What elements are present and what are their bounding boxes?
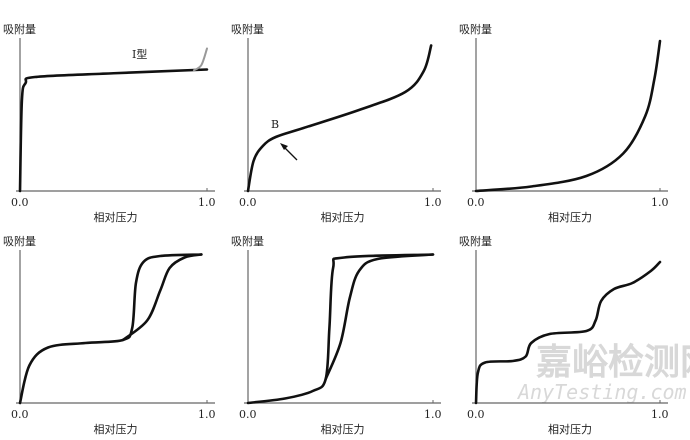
x-tick-label: 0.0 bbox=[239, 408, 257, 421]
isotherm-panel-2: 吸附量 0.0 1.0 相对压力 B bbox=[231, 22, 442, 224]
isotherm-panel-1: 吸附量 0.0 1.0 相对压力 I型 bbox=[3, 22, 216, 224]
x-tick-label: 0.0 bbox=[11, 196, 29, 209]
x-axis-label: 相对压力 bbox=[321, 422, 365, 436]
x-axis-label: 相对压力 bbox=[321, 210, 365, 224]
watermark-en: AnyTesting.com bbox=[516, 380, 687, 404]
isotherm-curve-main bbox=[246, 44, 433, 193]
y-axis-label: 吸附量 bbox=[3, 22, 36, 36]
x-axis-label: 相对压力 bbox=[94, 422, 138, 436]
isotherm-curve-branch-a bbox=[246, 253, 435, 405]
y-axis-label: 吸附量 bbox=[459, 234, 492, 248]
isotherm-panel-3: 吸附量 0.0 1.0 相对压力 bbox=[459, 22, 669, 224]
x-tick-label: 1.0 bbox=[651, 408, 669, 421]
x-tick-label: 1.0 bbox=[198, 408, 216, 421]
isotherm-curve-branch-b bbox=[324, 253, 435, 381]
isotherm-curve-tail bbox=[192, 47, 208, 72]
x-axis-label: 相对压力 bbox=[548, 210, 592, 224]
isotherm-panel-5: 吸附量 0.0 1.0 相对压力 bbox=[231, 234, 442, 436]
isotherm-panel-6: 吸附量 0.0 1.0 相对压力 bbox=[459, 234, 669, 436]
x-tick-label: 1.0 bbox=[424, 196, 442, 209]
isotherm-curve-main bbox=[18, 68, 209, 193]
type-label: I型 bbox=[132, 47, 147, 61]
isotherm-curve-branch-a bbox=[18, 253, 203, 405]
y-axis-label: 吸附量 bbox=[459, 22, 492, 36]
isotherm-curve-branch-b bbox=[121, 253, 203, 342]
watermark-cn: 嘉峪检测网 bbox=[536, 342, 690, 383]
y-axis-label: 吸附量 bbox=[3, 234, 36, 248]
isotherm-curve-main bbox=[474, 260, 662, 405]
x-tick-label: 1.0 bbox=[651, 196, 669, 209]
x-tick-label: 0.0 bbox=[239, 196, 257, 209]
x-axis-label: 相对压力 bbox=[94, 210, 138, 224]
y-axis-label: 吸附量 bbox=[231, 234, 264, 248]
arrow-head-icon bbox=[280, 143, 288, 150]
isotherm-curve-main bbox=[474, 39, 662, 193]
x-tick-label: 0.0 bbox=[467, 196, 485, 209]
x-tick-label: 1.0 bbox=[198, 196, 216, 209]
x-tick-label: 0.0 bbox=[11, 408, 29, 421]
x-tick-label: 1.0 bbox=[424, 408, 442, 421]
x-axis-label: 相对压力 bbox=[548, 422, 592, 436]
x-tick-label: 0.0 bbox=[467, 408, 485, 421]
y-axis-label: 吸附量 bbox=[231, 22, 264, 36]
point-b-label: B bbox=[271, 118, 279, 131]
isotherm-panel-4: 吸附量 0.0 1.0 相对压力 bbox=[3, 234, 216, 436]
